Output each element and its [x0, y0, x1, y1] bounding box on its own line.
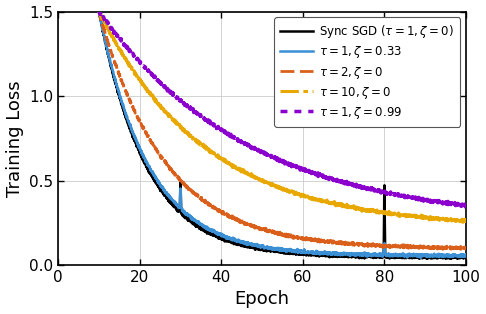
- $\tau = 1, \zeta = 0.99$: [265, 153, 271, 157]
- $\tau = 10, \zeta = 0$: [452, 219, 458, 222]
- Sync SGD ($\tau = 1, \zeta = 0$): [265, 248, 271, 252]
- $\tau = 10, \zeta = 0$: [463, 219, 469, 223]
- Sync SGD ($\tau = 1, \zeta = 0$): [385, 254, 391, 257]
- Sync SGD ($\tau = 1, \zeta = 0$): [275, 249, 280, 253]
- $\tau = 2, \zeta = 0$: [96, 9, 102, 13]
- Sync SGD ($\tau = 1, \zeta = 0$): [115, 90, 121, 94]
- $\tau = 2, \zeta = 0$: [460, 248, 466, 252]
- $\tau = 10, \zeta = 0$: [115, 44, 121, 48]
- $\tau = 10, \zeta = 0$: [96, 8, 102, 12]
- $\tau = 2, \zeta = 0$: [115, 68, 121, 72]
- Sync SGD ($\tau = 1, \zeta = 0$): [424, 257, 430, 261]
- $\tau = 1, \zeta = 0.33$: [96, 11, 102, 14]
- $\tau = 1, \zeta = 0.99$: [275, 157, 280, 161]
- $\tau = 1, \zeta = 0.33$: [385, 252, 391, 256]
- $\tau = 1, \zeta = 0.99$: [463, 203, 469, 207]
- $\tau = 1, \zeta = 0.33$: [452, 253, 458, 257]
- $\tau = 2, \zeta = 0$: [463, 246, 469, 250]
- Sync SGD ($\tau = 1, \zeta = 0$): [463, 256, 469, 260]
- $\tau = 10, \zeta = 0$: [275, 185, 280, 188]
- $\tau = 1, \zeta = 0.33$: [452, 254, 458, 258]
- Y-axis label: Training Loss: Training Loss: [5, 80, 23, 197]
- X-axis label: Epoch: Epoch: [235, 290, 290, 308]
- $\tau = 2, \zeta = 0$: [265, 229, 271, 232]
- $\tau = 1, \zeta = 0.99$: [452, 202, 458, 206]
- $\tau = 1, \zeta = 0.99$: [385, 192, 391, 196]
- $\tau = 1, \zeta = 0.99$: [452, 202, 458, 206]
- $\tau = 1, \zeta = 0.33$: [115, 86, 121, 90]
- Line: $\tau = 10, \zeta = 0$: $\tau = 10, \zeta = 0$: [99, 10, 466, 222]
- $\tau = 1, \zeta = 0.33$: [275, 247, 280, 251]
- Line: $\tau = 2, \zeta = 0$: $\tau = 2, \zeta = 0$: [99, 11, 466, 250]
- $\tau = 10, \zeta = 0$: [452, 219, 458, 222]
- Line: Sync SGD ($\tau = 1, \zeta = 0$): Sync SGD ($\tau = 1, \zeta = 0$): [99, 10, 466, 259]
- Line: $\tau = 1, \zeta = 0.99$: $\tau = 1, \zeta = 0.99$: [99, 11, 466, 207]
- $\tau = 2, \zeta = 0$: [452, 246, 458, 250]
- $\tau = 10, \zeta = 0$: [385, 211, 391, 215]
- $\tau = 2, \zeta = 0$: [385, 244, 391, 248]
- $\tau = 2, \zeta = 0$: [96, 9, 102, 13]
- $\tau = 2, \zeta = 0$: [275, 230, 280, 234]
- $\tau = 10, \zeta = 0$: [460, 220, 466, 224]
- $\tau = 1, \zeta = 0.99$: [462, 205, 468, 209]
- $\tau = 1, \zeta = 0.33$: [463, 254, 469, 258]
- $\tau = 2, \zeta = 0$: [452, 246, 458, 250]
- $\tau = 10, \zeta = 0$: [265, 181, 271, 185]
- $\tau = 1, \zeta = 0.99$: [115, 34, 121, 37]
- $\tau = 1, \zeta = 0.33$: [265, 245, 271, 248]
- Sync SGD ($\tau = 1, \zeta = 0$): [452, 255, 458, 258]
- Sync SGD ($\tau = 1, \zeta = 0$): [96, 8, 102, 12]
- Legend: Sync SGD ($\tau = 1, \zeta = 0$), $\tau = 1, \zeta = 0.33$, $\tau = 2, \zeta = 0: Sync SGD ($\tau = 1, \zeta = 0$), $\tau …: [275, 18, 460, 127]
- Line: $\tau = 1, \zeta = 0.33$: $\tau = 1, \zeta = 0.33$: [99, 13, 466, 258]
- $\tau = 1, \zeta = 0.33$: [418, 256, 424, 260]
- $\tau = 1, \zeta = 0.99$: [96, 9, 102, 13]
- Sync SGD ($\tau = 1, \zeta = 0$): [452, 255, 458, 259]
